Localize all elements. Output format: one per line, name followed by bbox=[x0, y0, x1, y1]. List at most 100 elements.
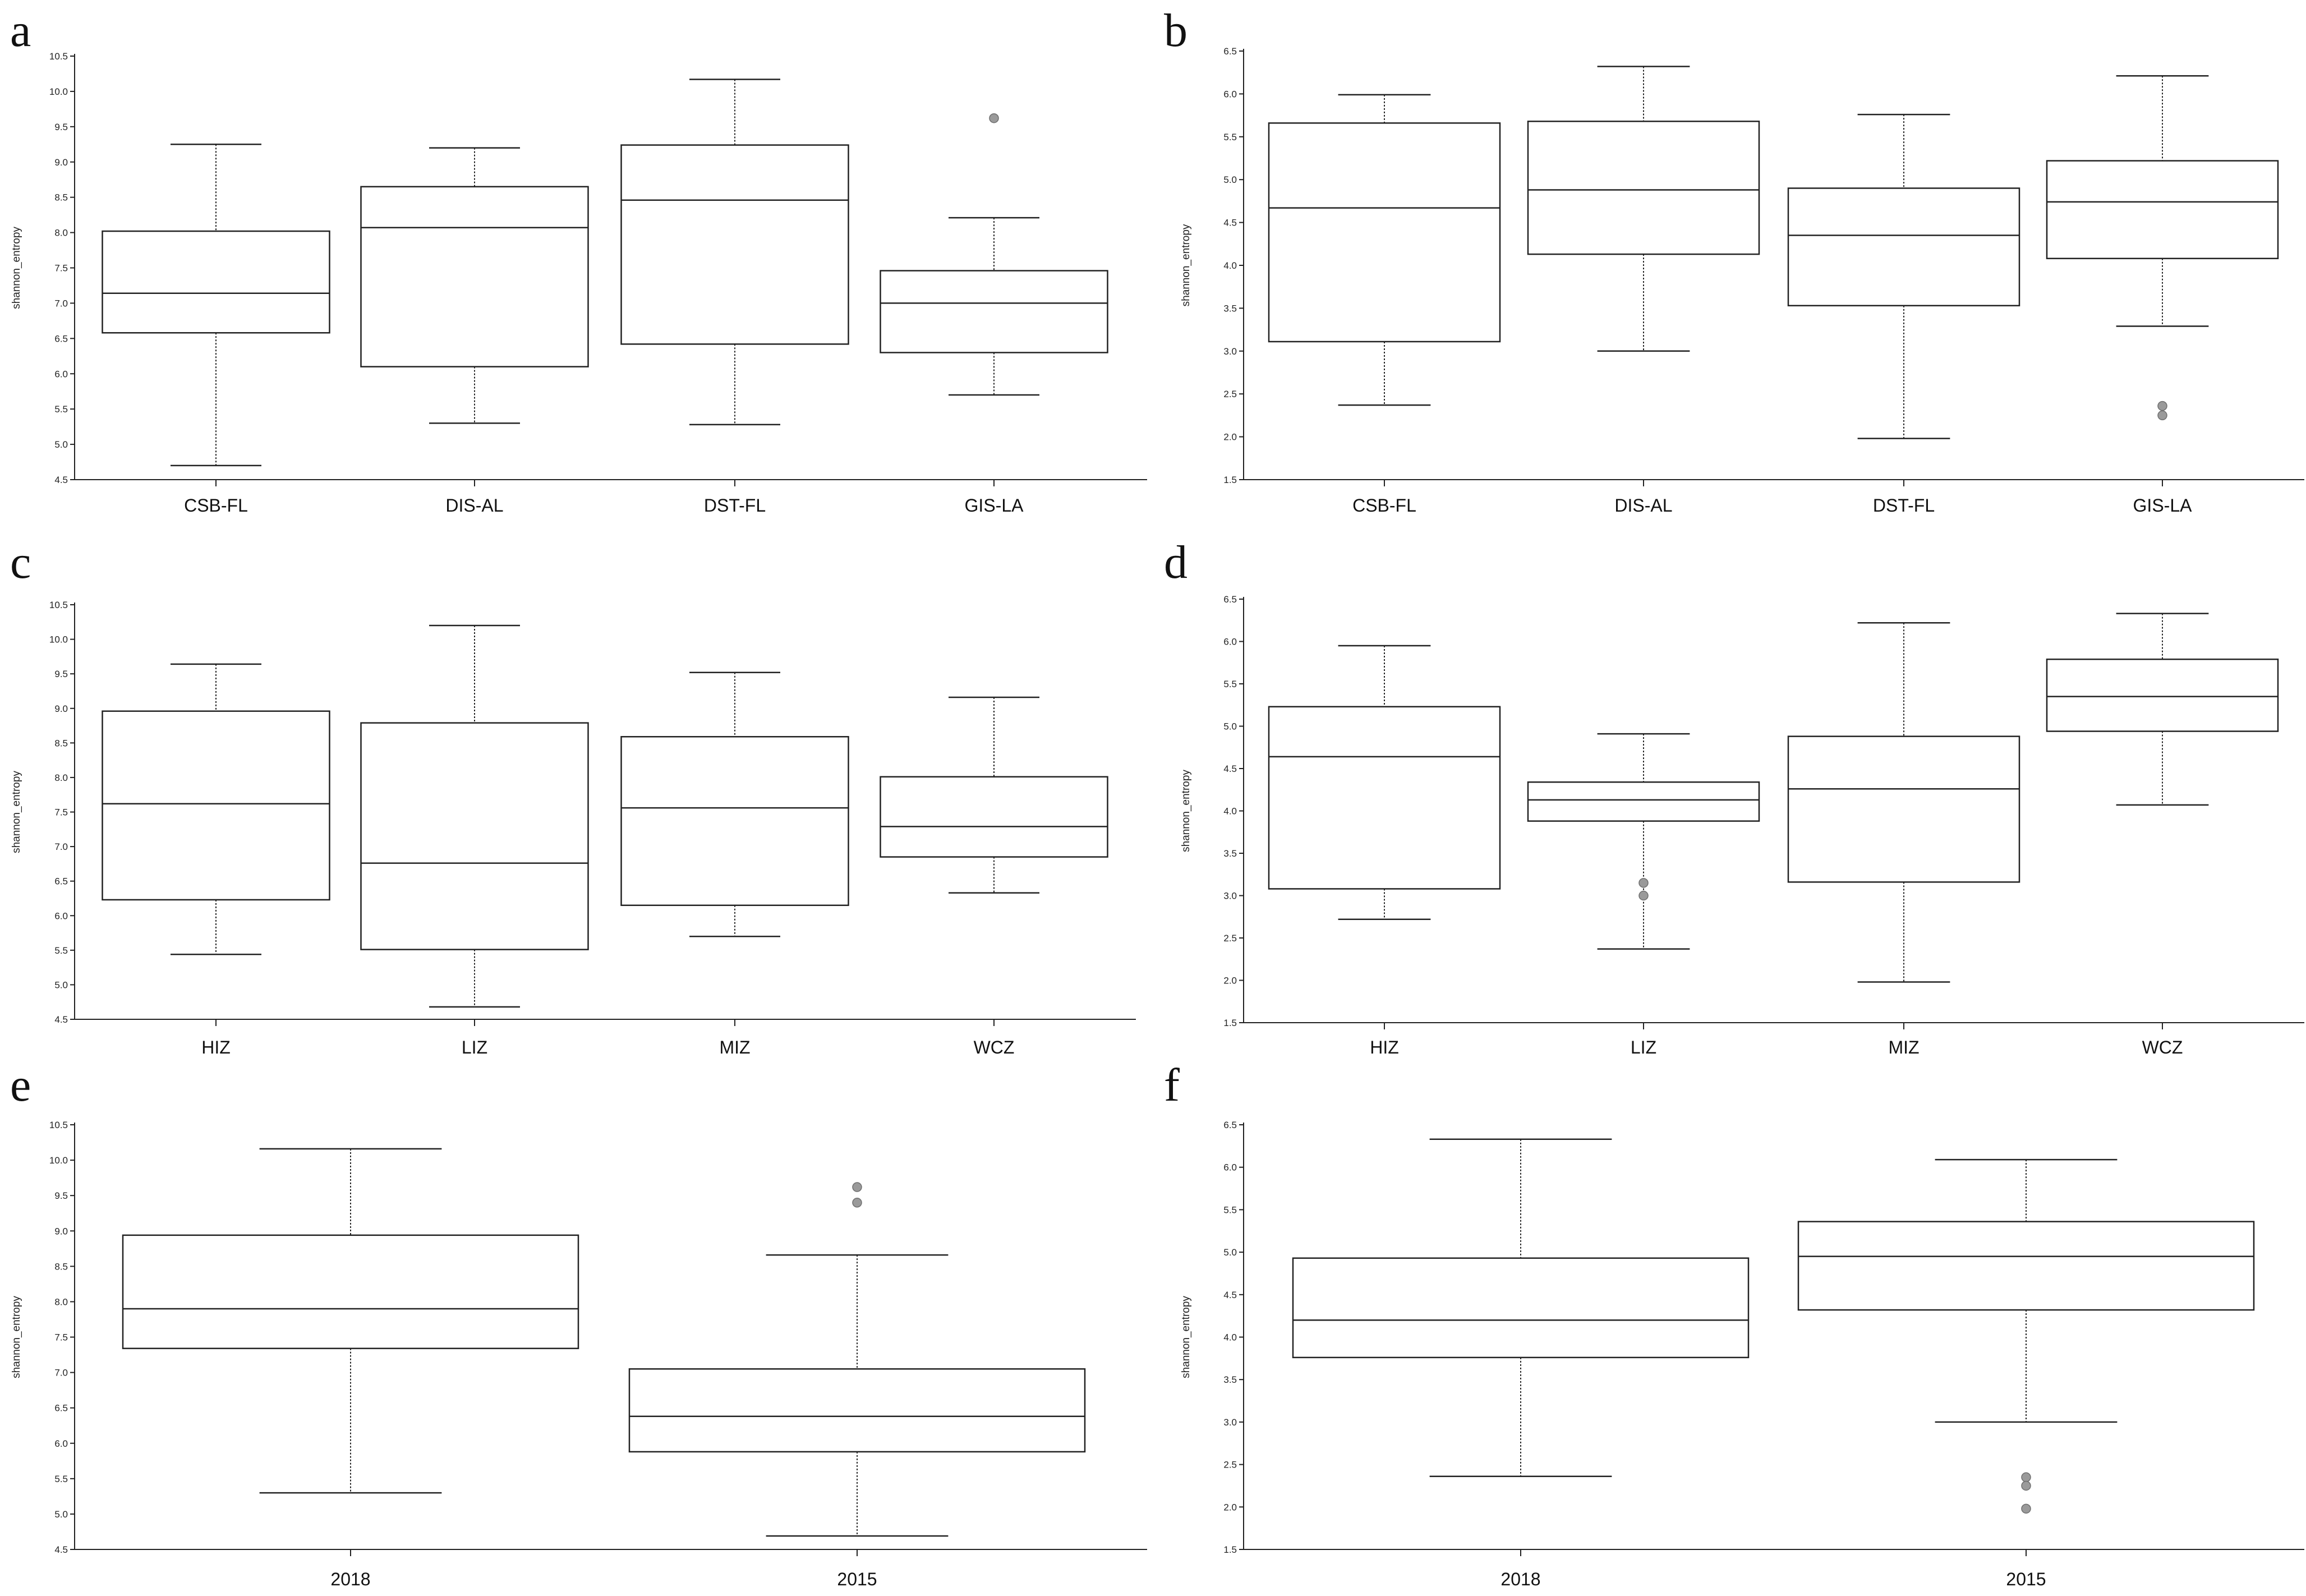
box-LIZ bbox=[1527, 733, 1760, 950]
panel-letter: c bbox=[10, 536, 31, 588]
box-HIZ bbox=[102, 663, 330, 955]
y-tick-label: 5.5 bbox=[1223, 132, 1237, 142]
outlier-point bbox=[1638, 890, 1649, 901]
box-WCZ bbox=[880, 696, 1108, 894]
y-tick-label: 1.5 bbox=[1223, 475, 1237, 485]
y-tick-label: 3.0 bbox=[1223, 1417, 1237, 1428]
iqr-box bbox=[122, 1234, 579, 1349]
panel-a: a 4.5 5.0 5.5 6.0 6.5 7.0 7.5 8.0 8.5 9.0 9.5 10.0 10… bbox=[10, 4, 1147, 516]
box-LIZ bbox=[360, 624, 589, 1008]
y-tick-label: 4.5 bbox=[54, 1014, 68, 1025]
y-tick-label: 8.5 bbox=[54, 738, 68, 748]
y-tick-label: 5.0 bbox=[54, 439, 68, 450]
y-tick-label: 7.5 bbox=[54, 807, 68, 818]
iqr-box bbox=[1292, 1257, 1750, 1359]
category-label: 2018 bbox=[330, 1569, 370, 1589]
iqr-box bbox=[360, 186, 589, 367]
y-tick-label: 6.0 bbox=[1223, 89, 1237, 99]
y-tick-label: 8.0 bbox=[54, 228, 68, 238]
category-label: DST-FL bbox=[1873, 495, 1935, 516]
y-tick-label: 5.5 bbox=[1223, 679, 1237, 689]
category-label: LIZ bbox=[1631, 1037, 1656, 1057]
category-label: CSB-FL bbox=[1352, 495, 1416, 516]
box-DIS-AL bbox=[360, 147, 589, 424]
category-label: HIZ bbox=[201, 1037, 231, 1057]
y-tick-label: 3.5 bbox=[1223, 848, 1237, 859]
y-tick-label: 4.5 bbox=[54, 475, 68, 485]
category-label: CSB-FL bbox=[184, 495, 248, 516]
box-MIZ bbox=[620, 671, 849, 937]
category-label: 2015 bbox=[837, 1569, 877, 1589]
iqr-box bbox=[880, 776, 1108, 858]
category-label: MIZ bbox=[719, 1037, 750, 1057]
y-tick-label: 3.0 bbox=[1223, 891, 1237, 902]
y-tick-label: 3.5 bbox=[1223, 1374, 1237, 1385]
y-tick-label: 6.5 bbox=[1223, 1120, 1237, 1130]
y-tick-label: 5.0 bbox=[54, 979, 68, 990]
y-tick-label: 5.0 bbox=[1223, 174, 1237, 185]
y-tick-label: 10.5 bbox=[49, 1120, 68, 1130]
category-label: 2015 bbox=[2006, 1569, 2046, 1589]
panel-d: d 1.5 2.0 2.5 3.0 3.5 4.0 4.5 5.0 5.5 6.0 6.5 shanno… bbox=[1164, 536, 2304, 1057]
y-tick-label: 2.0 bbox=[1223, 432, 1237, 443]
category-label: LIZ bbox=[462, 1037, 487, 1057]
y-tick-label: 4.0 bbox=[1223, 806, 1237, 817]
y-tick-label: 5.0 bbox=[1223, 1247, 1237, 1258]
iqr-box bbox=[1527, 781, 1760, 822]
y-tick-label: 5.5 bbox=[54, 1474, 68, 1484]
y-axis-label: shannon_entropy bbox=[1180, 770, 1192, 852]
box-MIZ bbox=[1787, 622, 2020, 983]
outlier-point bbox=[989, 113, 999, 123]
box-2015 bbox=[1797, 1158, 2255, 1514]
iqr-box bbox=[1787, 735, 2020, 883]
y-tick-label: 7.5 bbox=[54, 263, 68, 274]
iqr-box bbox=[2046, 658, 2279, 732]
panel-f: f 1.5 2.0 2.5 3.0 3.5 4.0 4.5 5.0 5.5 6.0 6.5 shanno… bbox=[1164, 1059, 2304, 1589]
y-tick-label: 6.0 bbox=[54, 1438, 68, 1449]
outlier-point bbox=[1638, 878, 1649, 888]
category-label: HIZ bbox=[1370, 1037, 1399, 1057]
iqr-box bbox=[102, 710, 330, 901]
iqr-box bbox=[360, 722, 589, 950]
y-tick-label: 5.0 bbox=[54, 1509, 68, 1520]
y-tick-label: 7.0 bbox=[54, 841, 68, 852]
y-axis-label: shannon_entropy bbox=[11, 1296, 22, 1378]
box-DST-FL bbox=[1787, 113, 2020, 439]
y-axis-label: shannon_entropy bbox=[11, 771, 22, 853]
iqr-box bbox=[1797, 1221, 2255, 1311]
y-tick-label: 9.0 bbox=[54, 1226, 68, 1236]
iqr-box bbox=[1268, 122, 1501, 343]
outlier-point bbox=[2157, 410, 2167, 421]
category-label: DST-FL bbox=[704, 495, 766, 516]
y-tick-label: 1.5 bbox=[1223, 1544, 1237, 1555]
y-tick-label: 4.0 bbox=[1223, 1332, 1237, 1343]
y-tick-label: 6.0 bbox=[1223, 1162, 1237, 1173]
y-tick-label: 4.0 bbox=[1223, 260, 1237, 271]
y-tick-label: 8.5 bbox=[54, 192, 68, 203]
category-label: DIS-AL bbox=[1614, 495, 1672, 516]
y-tick-label: 10.5 bbox=[49, 51, 68, 62]
category-label: GIS-LA bbox=[2133, 495, 2193, 516]
box-DST-FL bbox=[620, 79, 849, 426]
y-axis-label: shannon_entropy bbox=[1180, 1296, 1192, 1378]
panel-c: c 4.5 5.0 5.5 6.0 6.5 7.0 7.5 8.0 8.5 9.0 9.5 10.0 10… bbox=[10, 536, 1136, 1057]
y-tick-label: 6.5 bbox=[1223, 594, 1237, 605]
box-CSB-FL bbox=[1268, 94, 1501, 406]
y-tick-label: 1.5 bbox=[1223, 1018, 1237, 1028]
y-tick-label: 10.5 bbox=[49, 600, 68, 610]
panel-e: e 4.5 5.0 5.5 6.0 6.5 7.0 7.5 8.0 8.5 9.0 9.5 10.0 10… bbox=[10, 1059, 1147, 1589]
y-tick-label: 5.0 bbox=[1223, 721, 1237, 732]
y-tick-label: 9.0 bbox=[54, 157, 68, 168]
panel-letter: b bbox=[1164, 4, 1187, 57]
iqr-box bbox=[628, 1368, 1086, 1453]
y-tick-label: 6.0 bbox=[54, 910, 68, 921]
y-tick-label: 6.5 bbox=[54, 333, 68, 344]
y-tick-label: 8.0 bbox=[54, 772, 68, 783]
outlier-point bbox=[852, 1182, 862, 1192]
y-tick-label: 5.5 bbox=[54, 945, 68, 956]
box-2015 bbox=[628, 1182, 1086, 1537]
y-tick-label: 4.5 bbox=[1223, 1290, 1237, 1300]
y-tick-label: 10.0 bbox=[49, 634, 68, 645]
category-label: WCZ bbox=[2142, 1037, 2183, 1057]
iqr-box bbox=[1268, 706, 1501, 890]
